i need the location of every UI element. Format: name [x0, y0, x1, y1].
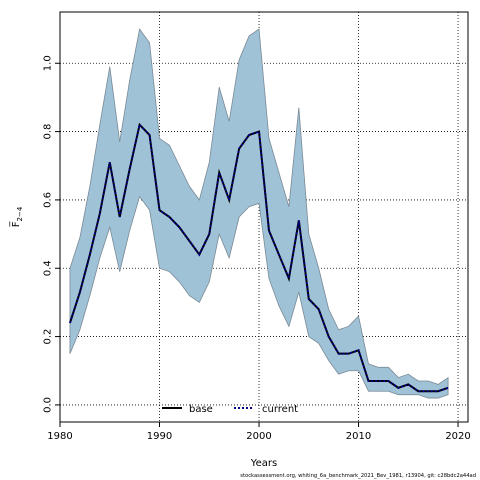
x-tick-label: 2010	[346, 431, 371, 442]
series-lines	[68, 122, 449, 393]
legend-label-base: base	[189, 404, 213, 415]
y-tick-label: 1.0	[43, 55, 54, 71]
x-tick-label: 2000	[246, 431, 271, 442]
footer-note: stockassessment.org, whiting_6a_benchmar…	[240, 473, 476, 479]
y-axis: 0.0 0.2 0.4 0.6 0.8 1.0	[43, 55, 60, 413]
y-tick-label: 0.2	[43, 329, 54, 345]
x-axis: 1980 1990 2000 2010 2020	[47, 422, 471, 442]
x-tick-label: 2020	[445, 431, 470, 442]
x-tick-label: 1990	[147, 431, 172, 442]
svg-text:F̅2−4: F̅2−4	[9, 206, 24, 227]
confidence-band	[69, 28, 449, 399]
x-tick-label: 1980	[47, 431, 72, 442]
legend: base current	[162, 404, 298, 415]
y-axis-title-main: F̅	[9, 221, 22, 228]
plot-frame	[59, 11, 469, 423]
x-axis-title: Years	[250, 458, 277, 469]
confidence-band-area	[69, 28, 449, 399]
y-tick-label: 0.6	[43, 192, 54, 208]
series-line-current	[69, 122, 449, 393]
y-axis-title: F̅2−4	[9, 206, 24, 227]
y-axis-title-subscript: 2−4	[16, 206, 24, 221]
y-tick-label: 0.4	[43, 260, 54, 276]
y-tick-label: 0.8	[43, 124, 54, 140]
y-tick-label: 0.0	[43, 397, 54, 413]
legend-label-current: current	[262, 404, 298, 415]
